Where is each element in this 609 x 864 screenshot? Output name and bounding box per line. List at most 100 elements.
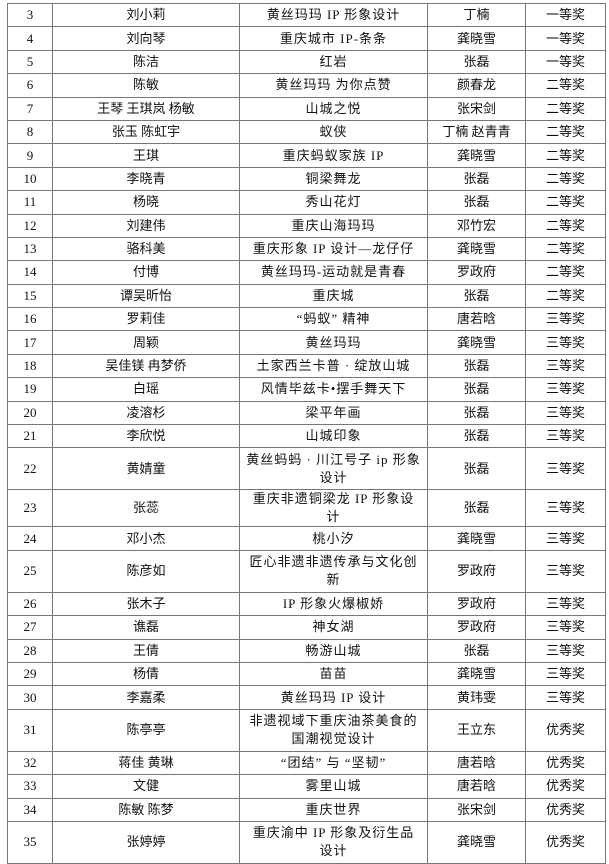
- cell-number: 30: [7, 685, 53, 710]
- cell-teacher: 龚晓雪: [427, 26, 526, 51]
- cell-project-title: 苗苗: [239, 661, 428, 687]
- cell-award: 二等奖: [525, 213, 606, 238]
- cell-number: 32: [7, 750, 53, 776]
- cell-student-names: 文健: [52, 774, 240, 799]
- cell-number: 12: [7, 213, 53, 238]
- cell-number: 8: [7, 119, 53, 145]
- table-row: 34 陈敏 陈梦 重庆世界 张宋剑 优秀奖: [7, 797, 606, 822]
- table-row: 11 杨晓 秀山花灯 张磊 二等奖: [7, 190, 606, 215]
- cell-number: 14: [7, 260, 53, 285]
- table-row: 24 邓小杰 桃小汐 龚晓雪 三等奖: [7, 526, 606, 551]
- cell-student-names: 张木子: [52, 591, 240, 617]
- cell-project-title: 重庆山海玛玛: [239, 213, 428, 238]
- table-row: 29 杨倩 苗苗 龚晓雪 三等奖: [7, 661, 606, 687]
- cell-teacher: 黄玮雯: [427, 685, 526, 710]
- cell-number: 21: [7, 424, 53, 449]
- cell-award: 三等奖: [525, 638, 606, 663]
- cell-student-names: 刘建伟: [52, 213, 240, 238]
- cell-award: 一等奖: [525, 2, 606, 28]
- cell-number: 28: [7, 638, 53, 663]
- table-row: 10 李晓青 铜梁舞龙 张磊 二等奖: [7, 166, 606, 192]
- cell-project-title: 黄丝玛玛 为你点赞: [239, 73, 428, 98]
- cell-teacher: 唐若晗: [427, 750, 526, 776]
- table-row: 28 王倩 畅游山城 张磊 三等奖: [7, 638, 606, 663]
- cell-student-names: 骆科美: [52, 236, 240, 262]
- cell-number: 35: [7, 820, 53, 864]
- cell-number: 18: [7, 353, 53, 379]
- cell-student-names: 黄婧童: [52, 447, 240, 491]
- cell-student-names: 王倩: [52, 638, 240, 663]
- cell-teacher: 龚晓雪: [427, 820, 526, 864]
- cell-project-title: 山城之悦: [239, 96, 428, 121]
- cell-number: 13: [7, 236, 53, 262]
- cell-student-names: 王琴 王琪岚 杨敏: [52, 96, 240, 121]
- cell-number: 34: [7, 797, 53, 822]
- cell-teacher: 张磊: [427, 424, 526, 449]
- cell-project-title: IP 形象火爆椒娇: [239, 591, 428, 617]
- cell-number: 3: [7, 2, 53, 28]
- cell-number: 4: [7, 26, 53, 51]
- cell-student-names: 吴佳镁 冉梦侨: [52, 353, 240, 379]
- cell-project-title: 梁平年画: [239, 400, 428, 426]
- cell-teacher: 龚晓雪: [427, 330, 526, 355]
- cell-number: 5: [7, 49, 53, 75]
- cell-teacher: 罗政府: [427, 260, 526, 285]
- table-row: 3 刘小莉 黄丝玛玛 IP 形象设计 丁楠 一等奖: [7, 2, 606, 28]
- cell-award: 三等奖: [525, 353, 606, 379]
- cell-teacher: 张磊: [427, 400, 526, 426]
- cell-teacher: 龚晓雪: [427, 526, 526, 551]
- cell-teacher: 张磊: [427, 447, 526, 491]
- cell-project-title: “团结” 与 “坚韧”: [239, 750, 428, 776]
- cell-teacher: 唐若晗: [427, 307, 526, 332]
- cell-teacher: 罗政府: [427, 549, 526, 593]
- cell-number: 25: [7, 549, 53, 593]
- cell-award: 二等奖: [525, 283, 606, 309]
- awards-table: 3 刘小莉 黄丝玛玛 IP 形象设计 丁楠 一等奖 4 刘向琴 重庆城市 IP-条条 龚晓雪 一等…: [7, 2, 606, 864]
- cell-project-title: 蚁侠: [239, 119, 428, 145]
- cell-award: 一等奖: [525, 26, 606, 51]
- cell-student-names: 谯磊: [52, 615, 240, 640]
- cell-teacher: 龚晓雪: [427, 236, 526, 262]
- cell-award: 二等奖: [525, 119, 606, 145]
- cell-award: 三等奖: [525, 489, 606, 528]
- cell-teacher: 张磊: [427, 190, 526, 215]
- cell-award: 优秀奖: [525, 774, 606, 799]
- cell-number: 17: [7, 330, 53, 355]
- cell-number: 11: [7, 190, 53, 215]
- table-row: 7 王琴 王琪岚 杨敏 山城之悦 张宋剑 二等奖: [7, 96, 606, 121]
- table-row: 31 陈亭亭 非遗视域下重庆油茶美食的国潮视觉设计 王立东 优秀奖: [7, 708, 606, 752]
- cell-award: 三等奖: [525, 307, 606, 332]
- cell-number: 6: [7, 73, 53, 98]
- table-row: 14 付博 黄丝玛玛-运动就是青春 罗政府 二等奖: [7, 260, 606, 285]
- cell-teacher: 丁楠 赵青青: [427, 119, 526, 145]
- cell-student-names: 周颖: [52, 330, 240, 355]
- cell-student-names: 邓小杰: [52, 526, 240, 551]
- cell-award: 优秀奖: [525, 708, 606, 752]
- table-row: 23 张蕊 重庆非遗铜梁龙 IP 形象设计 张磊 三等奖: [7, 489, 606, 528]
- cell-teacher: 龚晓雪: [427, 143, 526, 168]
- cell-teacher: 邓竹宏: [427, 213, 526, 238]
- cell-project-title: 黄丝玛玛-运动就是青春: [239, 260, 428, 285]
- cell-student-names: 杨倩: [52, 661, 240, 687]
- cell-project-title: 山城印象: [239, 424, 428, 449]
- cell-teacher: 张磊: [427, 166, 526, 192]
- table-row: 26 张木子 IP 形象火爆椒娇 罗政府 三等奖: [7, 591, 606, 617]
- cell-award: 二等奖: [525, 190, 606, 215]
- cell-award: 三等奖: [525, 400, 606, 426]
- cell-number: 7: [7, 96, 53, 121]
- cell-project-title: 铜梁舞龙: [239, 166, 428, 192]
- cell-student-names: 刘向琴: [52, 26, 240, 51]
- cell-student-names: 杨晓: [52, 190, 240, 215]
- cell-teacher: 张磊: [427, 377, 526, 402]
- table-row: 25 陈彦如 匠心非遗非遗传承与文化创新 罗政府 三等奖: [7, 549, 606, 593]
- cell-number: 10: [7, 166, 53, 192]
- cell-award: 二等奖: [525, 73, 606, 98]
- cell-student-names: 王琪: [52, 143, 240, 168]
- table-row: 33 文健 雾里山城 唐若晗 优秀奖: [7, 774, 606, 799]
- cell-teacher: 颜春龙: [427, 73, 526, 98]
- cell-teacher: 张宋剑: [427, 96, 526, 121]
- table-row: 21 李欣悦 山城印象 张磊 三等奖: [7, 424, 606, 449]
- cell-award: 优秀奖: [525, 797, 606, 822]
- cell-teacher: 唐若晗: [427, 774, 526, 799]
- table-row: 5 陈洁 红岩 张磊 一等奖: [7, 49, 606, 75]
